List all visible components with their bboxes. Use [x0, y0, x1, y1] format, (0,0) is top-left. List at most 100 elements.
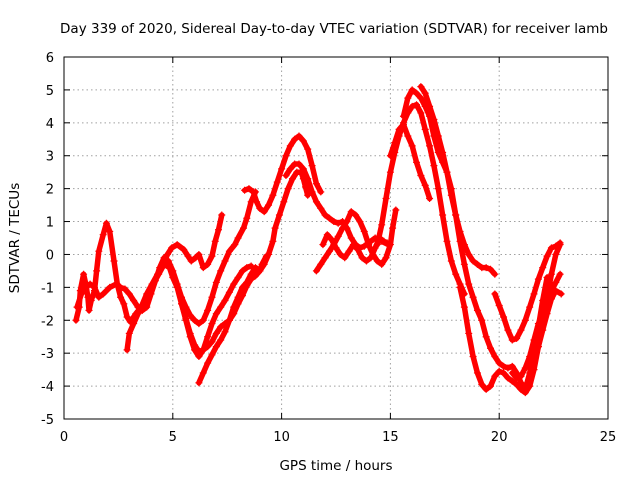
data-point — [421, 125, 429, 133]
data-point — [199, 264, 207, 272]
data-point — [238, 292, 246, 300]
data-point — [212, 329, 220, 337]
data-point — [160, 260, 168, 268]
data-point — [373, 241, 381, 249]
data-point — [478, 380, 486, 388]
data-point — [84, 293, 92, 301]
data-point — [243, 264, 251, 272]
data-point — [382, 254, 390, 262]
data-point — [478, 316, 486, 324]
data-point — [208, 320, 216, 328]
data-point — [356, 218, 364, 226]
data-point — [325, 214, 333, 222]
data-point — [534, 343, 542, 351]
data-point — [392, 206, 400, 214]
data-point — [399, 120, 407, 128]
data-point — [130, 320, 138, 328]
data-point — [123, 346, 131, 354]
data-point — [404, 132, 412, 140]
data-point — [486, 382, 494, 390]
data-point — [439, 148, 447, 156]
data-point — [443, 237, 451, 245]
data-point — [552, 242, 560, 250]
data-point — [341, 254, 349, 262]
data-point — [110, 257, 118, 265]
data-point — [243, 282, 251, 290]
data-point — [218, 211, 226, 219]
data-point — [513, 380, 521, 388]
data-point — [275, 211, 283, 219]
data-point — [349, 241, 357, 249]
y-axis-label: SDTVAR / TECUs — [7, 183, 23, 293]
series-12 — [399, 86, 551, 393]
data-point — [452, 270, 460, 278]
data-point — [95, 293, 103, 301]
data-point — [260, 208, 268, 216]
series-trace — [73, 212, 225, 325]
y-tick-label: 2 — [46, 183, 54, 198]
data-point — [319, 241, 327, 249]
data-point — [284, 185, 292, 193]
series-6 — [241, 132, 325, 216]
data-point — [339, 224, 347, 232]
data-point — [204, 343, 212, 351]
data-point — [539, 264, 547, 272]
data-point — [251, 264, 259, 272]
data-point — [312, 198, 320, 206]
data-point — [465, 250, 473, 258]
data-point — [208, 293, 216, 301]
data-point — [504, 364, 512, 372]
data-point — [308, 162, 316, 170]
data-point — [217, 267, 225, 275]
data-point — [452, 211, 460, 219]
data-point — [345, 247, 353, 255]
data-point — [530, 336, 538, 344]
data-point — [286, 165, 294, 173]
data-point — [421, 89, 429, 97]
data-point — [211, 237, 219, 245]
data-point — [434, 185, 442, 193]
data-point — [473, 260, 481, 268]
data-point — [269, 191, 277, 199]
data-point — [225, 288, 233, 296]
data-point — [539, 326, 547, 334]
data-point — [186, 329, 194, 337]
data-point — [282, 171, 290, 179]
data-point — [304, 145, 312, 153]
data-point — [169, 273, 177, 281]
data-point — [321, 211, 329, 219]
data-point — [208, 338, 216, 346]
data-point — [204, 333, 212, 341]
data-point — [90, 283, 98, 291]
data-point — [231, 241, 239, 249]
data-point — [517, 326, 525, 334]
data-point — [530, 366, 538, 374]
data-point — [199, 369, 207, 377]
data-point — [508, 362, 516, 370]
data-point — [321, 254, 329, 262]
data-series — [72, 83, 565, 397]
data-point — [500, 313, 508, 321]
data-point — [282, 152, 290, 160]
data-point — [552, 250, 560, 258]
data-point — [95, 247, 103, 255]
data-point — [328, 236, 336, 244]
data-point — [173, 241, 181, 249]
data-point — [491, 372, 499, 380]
data-point — [212, 278, 220, 286]
data-point — [486, 344, 494, 352]
y-tick-label: -3 — [41, 347, 54, 362]
data-point — [482, 264, 490, 272]
data-point — [465, 329, 473, 337]
series-13 — [417, 83, 499, 278]
data-point — [469, 293, 477, 301]
data-point — [247, 275, 255, 283]
data-point — [225, 316, 233, 324]
data-point — [308, 188, 316, 196]
data-point — [106, 227, 114, 235]
data-point — [426, 142, 434, 150]
data-point — [430, 116, 438, 124]
data-point — [180, 246, 188, 254]
data-point — [82, 283, 90, 291]
data-point — [417, 171, 425, 179]
